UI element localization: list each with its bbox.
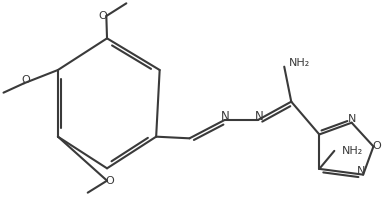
Text: N: N [254,110,263,123]
Text: O: O [106,176,114,186]
Text: O: O [22,75,30,85]
Text: NH₂: NH₂ [289,58,310,68]
Text: O: O [372,142,381,151]
Text: NH₂: NH₂ [342,146,364,156]
Text: O: O [98,11,107,21]
Text: N: N [221,110,230,123]
Text: N: N [347,114,356,124]
Text: N: N [357,166,366,176]
